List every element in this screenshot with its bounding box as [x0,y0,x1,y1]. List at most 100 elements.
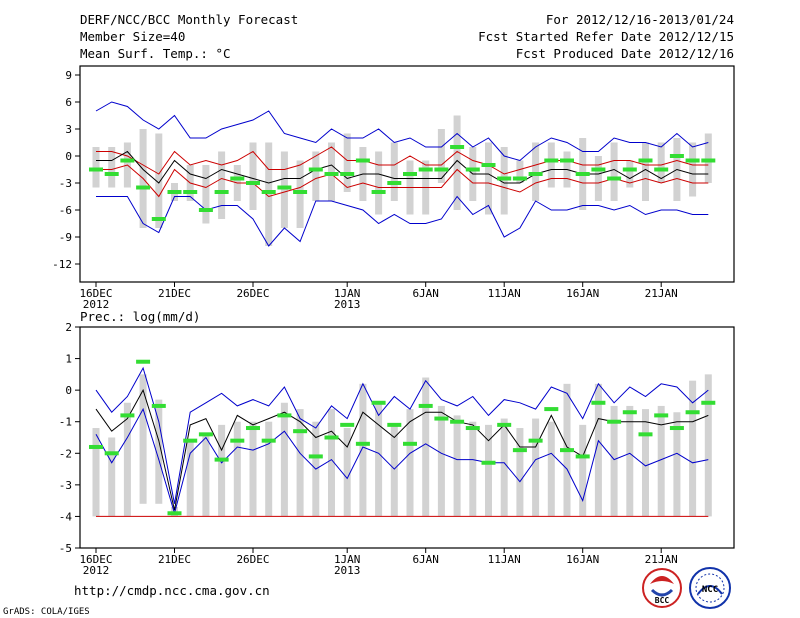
ensemble-bar [437,129,445,183]
x-tick-label: 21JAN [645,287,678,300]
forecast-marker [371,190,386,194]
forecast-marker [591,167,606,172]
forecast-marker [701,400,716,405]
forecast-marker [167,511,182,516]
series-line-mean [95,388,709,511]
ensemble-bar [610,405,618,517]
forecast-marker [591,400,606,405]
x-tick-label: 1JAN [334,553,361,566]
forecast-marker [324,435,339,440]
ensemble-bar [265,142,273,246]
forecast-marker [340,172,355,176]
ensemble-bar [547,421,555,517]
ensemble-bar [422,377,430,517]
series-line-max [95,366,709,504]
forecast-marker [261,438,276,443]
forecast-marker [214,190,229,194]
forecast-marker [622,410,637,415]
forecast-marker [669,426,684,431]
ensemble-bar [453,115,461,210]
x-tick-label: 26DEC [236,287,269,300]
ensemble-bar [516,160,524,183]
forecast-marker [607,419,622,424]
plot-frame [79,65,735,283]
ensemble-bar [532,418,540,517]
forecast-marker [669,154,684,158]
forecast-marker [607,176,622,181]
y-tick-label: 0 [65,384,72,397]
forecast-marker [654,413,669,418]
series-line-max [95,101,709,162]
x-tick-label: 16JAN [566,553,599,566]
ensemble-bar [218,151,226,219]
header-title: DERF/NCC/BCC Monthly Forecast [80,12,298,27]
ensemble-bar [202,434,210,517]
forecast-marker [308,167,323,172]
ensemble-bar [108,437,116,517]
x-tick-label: 16DEC [79,553,112,566]
forecast-marker [403,172,417,176]
ensemble-bar [626,405,634,517]
forecast-marker [293,190,308,194]
ensemble-bar [280,402,288,517]
y-tick-label: -1 [59,416,72,429]
y-tick-label: -12 [52,258,72,271]
forecast-marker [167,190,182,194]
forecast-marker [183,190,198,194]
forecast-marker [246,181,260,185]
x-tick-label: 11JAN [488,287,521,300]
ensemble-bar [139,374,147,504]
ensemble-bar [437,405,445,517]
forecast-marker [261,190,276,194]
ensemble-bar [453,415,461,517]
forecast-marker [512,448,527,453]
forecast-marker [575,172,590,176]
ensemble-bar [704,374,712,517]
header-started: Fcst Started Refer Date 2012/12/15 [478,29,734,44]
forecast-marker [497,176,512,181]
forecast-marker [544,158,559,163]
ensemble-bar [92,147,100,188]
header-period: For 2012/12/16-2013/01/24 [546,12,734,27]
ensemble-bar [406,409,414,517]
ensemble-bar [265,421,273,517]
ensemble-bar [469,421,477,517]
forecast-marker [104,451,119,456]
ensemble-bar [359,383,367,517]
forecast-marker [355,158,370,163]
ensemble-bar [218,424,226,517]
x-tick-year: 2013 [334,298,361,311]
forecast-marker [104,172,119,176]
header-produced: Fcst Produced Date 2012/12/16 [516,46,734,61]
forecast-marker [246,426,260,431]
forecast-marker [560,448,574,453]
series-line-min [96,195,709,247]
x-tick-year: 2012 [83,298,110,311]
forecast-marker [183,438,198,443]
ensemble-bar [249,142,257,210]
ensemble-bar [123,402,131,517]
ensemble-bar [233,421,241,517]
forecast-marker [465,426,480,431]
header-member-size: Member Size=40 [80,29,185,44]
forecast-marker [418,167,433,172]
forecast-marker [638,432,653,437]
ensemble-bar [626,160,634,188]
x-tick-label: 16DEC [79,287,112,300]
forecast-marker [528,172,543,176]
ensemble-bar [689,142,697,197]
series-line-mean [96,150,709,184]
forecast-marker [151,217,166,221]
ensemble-bar [547,142,555,188]
y-tick-label: 3 [65,123,72,136]
ensemble-bar [280,151,288,228]
ensemble-bar [155,133,163,228]
forecast-marker [214,457,229,462]
ensemble-bar [516,428,524,517]
forecast-marker [622,167,637,172]
forecast-marker [136,359,151,364]
forecast-marker [512,176,527,181]
bcc-logo: BCC [642,568,682,608]
forecast-marker [89,444,103,449]
x-tick-label: 21JAN [645,553,678,566]
